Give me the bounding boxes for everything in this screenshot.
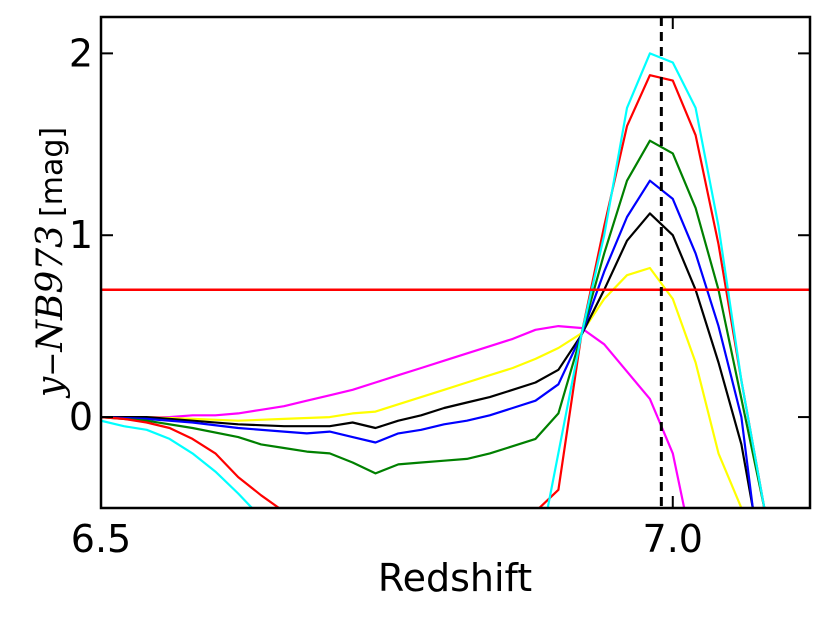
series-line-3 [101,212,754,508]
y-tick-label: 0 [69,395,93,439]
x-tick-labels: 6.5 7.0 [71,517,703,561]
y-axis-label-var: y [30,376,71,399]
series-line-5 [101,139,766,508]
series-line-1 [101,325,686,508]
y-tick-label: 2 [69,31,93,75]
reference-lines [101,17,810,508]
series-line-7 [101,52,766,508]
tick-marks [100,17,810,508]
plot-frame [99,15,812,510]
y-axis-label-band: NB973 [30,225,71,353]
plot-area [101,17,810,508]
y-axis-label-unit: [mag] [35,127,70,217]
y-tick-label: 1 [69,213,93,257]
x-axis-label: Redshift [378,556,532,600]
y-axis-label-minus: − [35,352,70,377]
series-line-6 [101,74,766,508]
x-tick-label: 7.0 [643,517,703,561]
series-line-4 [101,179,754,508]
series-line-2 [101,266,743,508]
x-tick-label: 6.5 [71,517,131,561]
y-tick-labels: 0 1 2 [69,31,93,439]
series-layer [101,52,766,508]
y-axis-label: y−NB973 [mag] [30,127,71,399]
